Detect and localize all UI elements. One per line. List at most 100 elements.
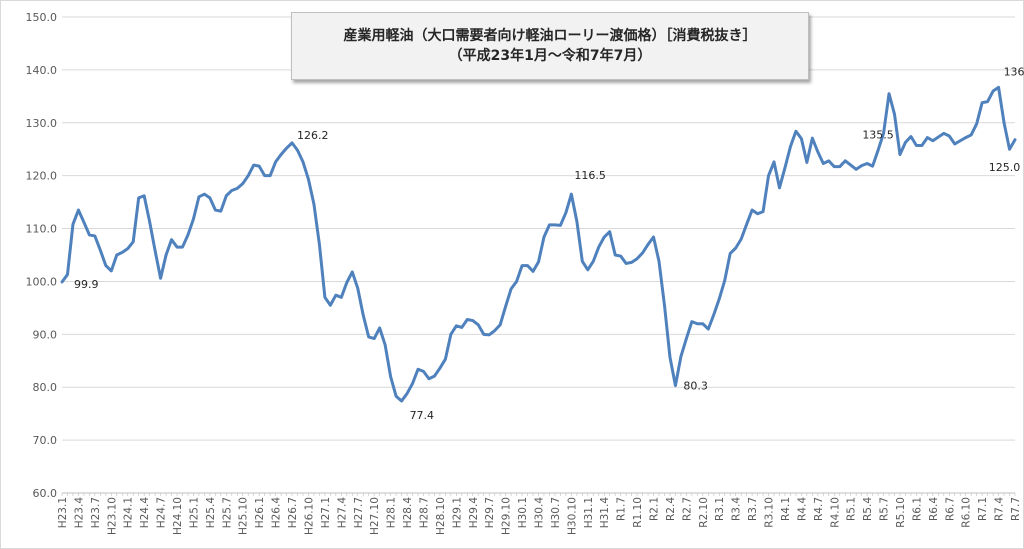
data-point [219, 209, 223, 213]
data-point [307, 178, 310, 181]
data-point [351, 270, 354, 274]
x-tick-label: R4.10 [829, 497, 841, 528]
y-tick-label: 90.0 [33, 328, 58, 341]
data-point [159, 277, 162, 280]
x-tick-label: H23.1 [57, 497, 69, 528]
data-point [783, 166, 787, 169]
data-label: 99.9 [74, 278, 99, 291]
data-point [624, 262, 628, 265]
data-point [285, 146, 288, 150]
x-tick-label: R5.4 [862, 497, 874, 521]
data-point [170, 238, 173, 241]
x-tick-label: R6.4 [928, 497, 940, 521]
data-point [948, 134, 951, 138]
x-tick-label: H25.7 [221, 497, 233, 528]
data-point [466, 318, 469, 321]
x-tick-label: R2.4 [665, 497, 677, 521]
data-point [646, 243, 650, 246]
x-tick-label: R6.1 [911, 497, 923, 521]
data-point [641, 251, 644, 255]
data-point [268, 174, 272, 177]
data-point [433, 374, 436, 378]
x-tick-label: R3.1 [714, 497, 726, 521]
data-point [937, 135, 940, 139]
x-tick-label: R6.7 [944, 497, 956, 521]
data-point [400, 399, 403, 403]
data-point [619, 254, 622, 258]
data-point [153, 249, 157, 252]
data-point [247, 174, 250, 177]
x-tick-label: H27.10 [369, 497, 381, 535]
data-point [696, 322, 699, 325]
data-point [416, 368, 420, 371]
data-point [1002, 121, 1006, 124]
x-tick-label: H23.4 [73, 497, 85, 529]
data-point [137, 196, 140, 200]
data-point [553, 223, 557, 227]
x-tick-label: H25.4 [205, 497, 217, 529]
data-point [942, 132, 945, 135]
x-tick-label: R6.10 [961, 497, 973, 528]
data-point [761, 210, 765, 213]
data-point [635, 257, 639, 260]
x-tick-label: H29.4 [468, 497, 480, 529]
y-tick-label: 130.0 [26, 117, 58, 130]
data-point [110, 269, 113, 273]
data-point [581, 260, 584, 263]
x-axis-ticks: H23.1 H23.4 H23.7 H23.10 H24.1 H24.4 H24.7 H24.… [57, 497, 1022, 535]
x-tick-label: H24.1 [123, 497, 135, 528]
data-point [411, 382, 414, 385]
data-point [197, 195, 201, 199]
data-point [334, 293, 338, 297]
data-label: 77.4 [410, 409, 435, 422]
data-point [630, 261, 633, 264]
data-point [772, 160, 776, 164]
data-point [860, 164, 863, 167]
data-point [953, 142, 956, 146]
data-point [674, 384, 677, 387]
data-point [865, 162, 869, 165]
x-tick-label: H31.4 [599, 497, 611, 529]
data-point [498, 323, 502, 327]
x-tick-label: H29.1 [451, 497, 463, 528]
data-point [882, 132, 885, 135]
data-point [422, 370, 425, 373]
y-tick-label: 100.0 [26, 275, 58, 288]
data-point [964, 136, 967, 139]
data-point [252, 163, 255, 167]
data-point [230, 189, 233, 192]
data-point [887, 92, 891, 95]
x-tick-label: R5.7 [879, 497, 891, 521]
data-point [126, 247, 129, 250]
data-point [833, 165, 836, 168]
data-point [60, 280, 64, 284]
data-point [115, 253, 118, 257]
data-point [301, 160, 305, 164]
x-tick-label: H23.10 [106, 497, 118, 535]
x-tick-label: R3.10 [764, 497, 776, 528]
x-tick-label: R2.7 [681, 497, 693, 521]
data-point [822, 162, 825, 165]
data-point [827, 159, 830, 163]
data-point [323, 296, 327, 299]
data-label: 136.7 [1004, 65, 1024, 78]
data-point [531, 270, 535, 273]
data-point [893, 113, 896, 116]
x-tick-label: H26.7 [287, 497, 299, 528]
data-point [372, 337, 376, 340]
data-point [71, 223, 75, 226]
x-tick-label: R4.1 [780, 497, 792, 521]
data-point [537, 260, 540, 264]
data-point [969, 133, 973, 137]
data-point [378, 326, 381, 330]
x-tick-label: R7.7 [1010, 497, 1022, 521]
data-point [438, 366, 442, 370]
y-axis-ticks: 60.0 70.0 80.0 90.0 100.0 110.0 120.0 130.0 140.… [26, 11, 58, 500]
data-point [570, 192, 573, 196]
data-point [383, 343, 387, 347]
data-point [263, 174, 266, 177]
data-point [767, 174, 770, 177]
x-tick-label: R7.4 [994, 497, 1006, 521]
data-point [290, 141, 294, 145]
